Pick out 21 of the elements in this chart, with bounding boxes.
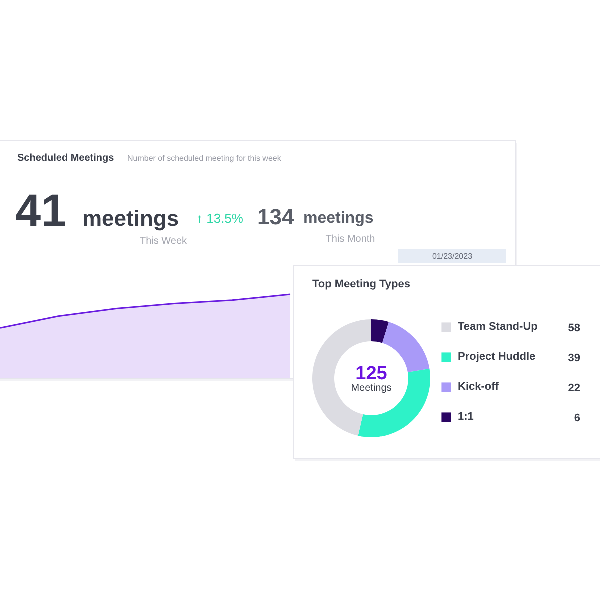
annotation: 125: [356, 364, 388, 384]
legend-label: 1:1: [458, 410, 475, 425]
data-label: 6: [574, 412, 581, 424]
text: This Month: [326, 234, 376, 245]
text: 134: [258, 204, 295, 230]
text: 41: [16, 184, 67, 236]
data-label: 58: [568, 322, 581, 334]
data-label: 22: [568, 382, 581, 394]
chart-subtitle: Number of scheduled meeting for this week: [128, 154, 282, 163]
text: meetings: [304, 210, 374, 227]
legend-label: Kick-off: [458, 380, 499, 395]
text: Meetings: [351, 383, 392, 394]
chart-title: Scheduled Meetings: [18, 153, 115, 164]
text: This Week: [140, 236, 188, 247]
data-label: 39: [568, 352, 581, 364]
chart-title: Top Meeting Types: [312, 278, 410, 290]
text: meetings: [82, 206, 180, 231]
legend-label: Project Huddle: [458, 350, 536, 365]
legend-label: Team Stand-Up: [458, 320, 538, 335]
text: ↑ 13.5%: [196, 211, 244, 226]
text: 01/23/2023: [432, 252, 474, 261]
